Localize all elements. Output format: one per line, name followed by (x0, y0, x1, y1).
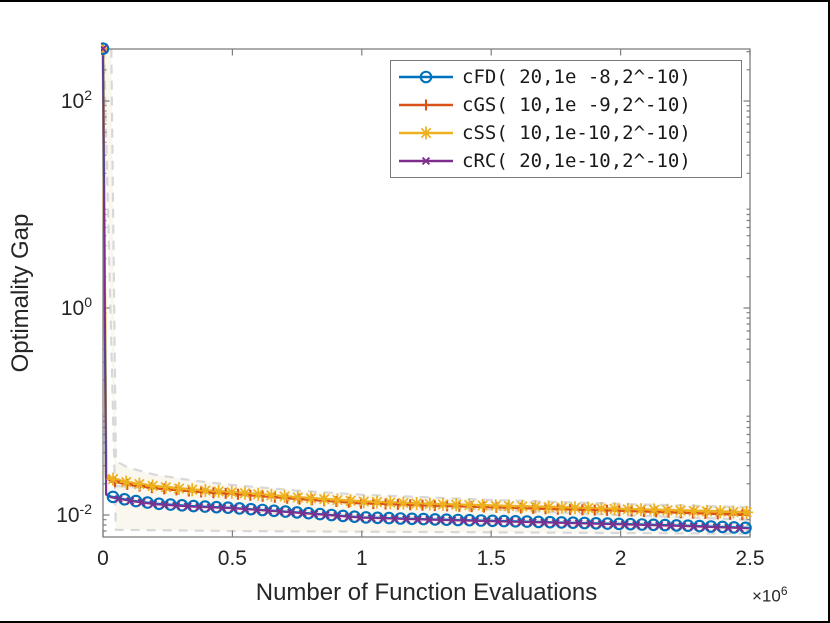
series-line-x (102, 48, 751, 530)
y-tick-label: 100 (60, 294, 92, 320)
x-tick-label: 2.5 (735, 547, 765, 570)
x-tick-label: 0 (97, 547, 109, 570)
x-tick-label: 1 (355, 547, 368, 570)
x-tick-label: 2 (614, 547, 627, 570)
x-axis-multiplier: ×106 (752, 584, 788, 606)
x-tick-label: 0.5 (217, 547, 247, 570)
legend[interactable]: cFD( 20,1e -8,2^-10) cGS( 10,1e -9,2^-10… (390, 60, 742, 178)
legend-label: cFD( 20,1e -8,2^-10) (462, 66, 691, 88)
legend-label: cSS( 10,1e-10,2^-10) (462, 122, 691, 144)
legend-label: cRC( 20,1e-10,2^-10) (462, 150, 691, 172)
x-tick-label: 1.5 (476, 547, 506, 570)
legend-item-cFD[interactable]: cFD( 20,1e -8,2^-10) (397, 63, 741, 91)
legend-item-cGS[interactable]: cGS( 10,1e -9,2^-10) (397, 91, 741, 119)
legend-marker-plus-icon (397, 93, 455, 117)
legend-item-cRC[interactable]: cRC( 20,1e-10,2^-10) (397, 147, 741, 175)
series-markers-x (101, 44, 744, 533)
legend-label: cGS( 10,1e -9,2^-10) (462, 94, 691, 116)
legend-marker-x-icon (397, 149, 455, 173)
series-markers-asterisk (101, 42, 754, 519)
y-tick-label: 10-2 (56, 501, 92, 527)
x-axis-label: Number of Function Evaluations (255, 579, 598, 606)
legend-marker-asterisk-icon (397, 121, 455, 145)
y-axis-label: Optimality Gap (7, 213, 34, 373)
legend-item-cSS[interactable]: cSS( 10,1e-10,2^-10) (397, 119, 741, 147)
legend-marker-circle-icon (397, 65, 455, 89)
plot-box (102, 48, 751, 538)
y-tick-label: 102 (60, 87, 92, 113)
